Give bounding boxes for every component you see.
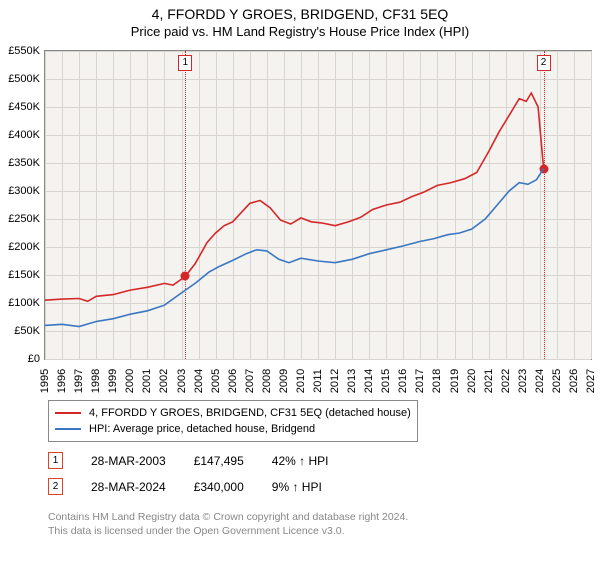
legend-label: 4, FFORDD Y GROES, BRIDGEND, CF31 5EQ (d… xyxy=(89,405,411,421)
x-axis-label: 2006 xyxy=(227,369,239,393)
y-axis-label: £400K xyxy=(8,129,40,141)
x-axis-label: 2026 xyxy=(568,369,580,393)
footer-marker-badge: 1 xyxy=(48,452,63,469)
footer-row: 1 28-MAR-2003 £147,495 42% ↑ HPI xyxy=(48,452,328,469)
x-axis-label: 2023 xyxy=(517,369,529,393)
y-axis-label: £0 xyxy=(28,353,40,365)
chart-series xyxy=(45,51,591,359)
footer-date: 28-MAR-2024 xyxy=(91,480,166,494)
gridline-v xyxy=(591,51,592,359)
legend-label: HPI: Average price, detached house, Brid… xyxy=(89,421,315,437)
x-axis-label: 1996 xyxy=(56,369,68,393)
x-axis-label: 2004 xyxy=(193,369,205,393)
footer-delta: 42% ↑ HPI xyxy=(272,454,329,468)
copyright-text: Contains HM Land Registry data © Crown c… xyxy=(48,510,408,538)
y-axis-label: £450K xyxy=(8,101,40,113)
chart-area: £0£50K£100K£150K£200K£250K£300K£350K£400… xyxy=(44,50,592,360)
y-axis-label: £50K xyxy=(14,325,40,337)
y-axis-label: £500K xyxy=(8,73,40,85)
x-axis-label: 2019 xyxy=(449,369,461,393)
y-axis-label: £350K xyxy=(8,157,40,169)
series-property xyxy=(45,93,544,301)
legend-swatch xyxy=(55,412,81,414)
x-axis-label: 1998 xyxy=(90,369,102,393)
gridline-h xyxy=(45,359,591,360)
footer-delta: 9% ↑ HPI xyxy=(272,480,322,494)
series-hpi xyxy=(45,169,544,327)
footer-marker-badge: 2 xyxy=(48,478,63,495)
y-axis-label: £250K xyxy=(8,213,40,225)
x-axis-label: 2002 xyxy=(158,369,170,393)
x-axis-label: 2017 xyxy=(414,369,426,393)
x-axis-label: 2025 xyxy=(551,369,563,393)
copyright-line1: Contains HM Land Registry data © Crown c… xyxy=(48,510,408,524)
x-axis-label: 2010 xyxy=(295,369,307,393)
x-axis-label: 2007 xyxy=(244,369,256,393)
x-axis-label: 2011 xyxy=(312,369,324,393)
page-title: 4, FFORDD Y GROES, BRIDGEND, CF31 5EQ xyxy=(0,6,600,22)
x-axis-label: 2009 xyxy=(278,369,290,393)
chart-legend: 4, FFORDD Y GROES, BRIDGEND, CF31 5EQ (d… xyxy=(48,400,418,442)
x-axis-label: 1995 xyxy=(39,369,51,393)
x-axis-label: 2014 xyxy=(363,369,375,393)
x-axis-label: 2013 xyxy=(346,369,358,393)
x-axis-label: 2000 xyxy=(124,369,136,393)
footer-price: £147,495 xyxy=(194,454,244,468)
y-axis-label: £550K xyxy=(8,45,40,57)
x-axis-label: 2022 xyxy=(500,369,512,393)
x-axis-label: 2021 xyxy=(483,369,495,393)
footer-date: 28-MAR-2003 xyxy=(91,454,166,468)
footer-row: 2 28-MAR-2024 £340,000 9% ↑ HPI xyxy=(48,478,322,495)
legend-swatch xyxy=(55,428,81,430)
copyright-line2: This data is licensed under the Open Gov… xyxy=(48,524,408,538)
x-axis-label: 2012 xyxy=(329,369,341,393)
x-axis-label: 2016 xyxy=(397,369,409,393)
y-axis-label: £200K xyxy=(8,241,40,253)
page-subtitle: Price paid vs. HM Land Registry's House … xyxy=(0,24,600,39)
x-axis-label: 1997 xyxy=(73,369,85,393)
y-axis-label: £100K xyxy=(8,297,40,309)
x-axis-label: 2005 xyxy=(210,369,222,393)
x-axis-label: 2001 xyxy=(141,369,153,393)
x-axis-label: 2003 xyxy=(176,369,188,393)
footer-price: £340,000 xyxy=(194,480,244,494)
x-axis-label: 2020 xyxy=(466,369,478,393)
y-axis-label: £300K xyxy=(8,185,40,197)
legend-item: HPI: Average price, detached house, Brid… xyxy=(55,421,411,437)
x-axis-label: 1999 xyxy=(107,369,119,393)
x-axis-label: 2008 xyxy=(261,369,273,393)
x-axis-label: 2018 xyxy=(431,369,443,393)
x-axis-label: 2015 xyxy=(380,369,392,393)
legend-item: 4, FFORDD Y GROES, BRIDGEND, CF31 5EQ (d… xyxy=(55,405,411,421)
x-axis-label: 2027 xyxy=(585,369,597,393)
x-axis-label: 2024 xyxy=(534,369,546,393)
y-axis-label: £150K xyxy=(8,269,40,281)
